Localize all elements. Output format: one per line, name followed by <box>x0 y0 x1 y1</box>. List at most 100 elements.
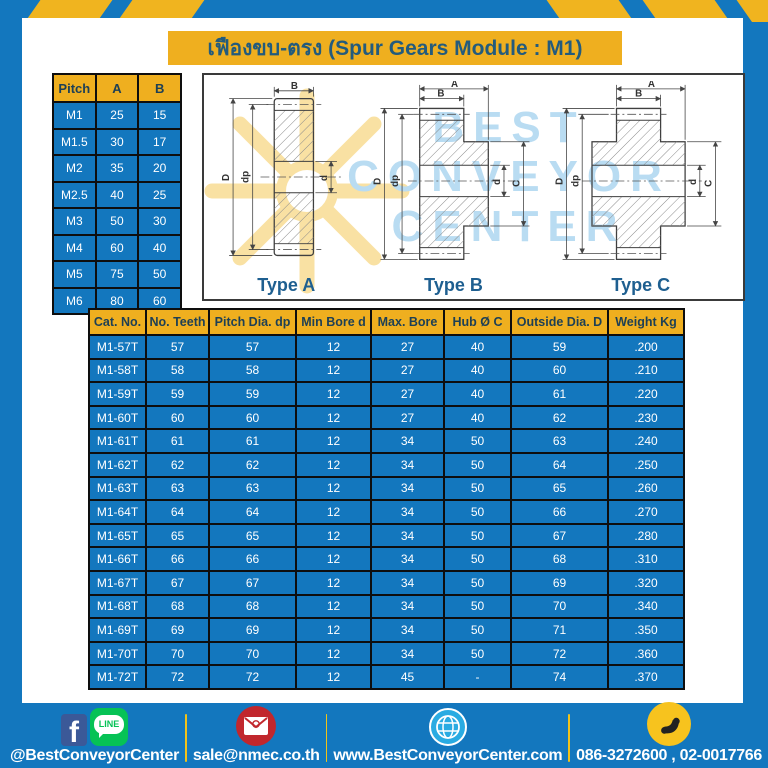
table-cell: M1-69T <box>88 617 147 643</box>
table-cell: 34 <box>370 475 445 502</box>
table-cell: 60 <box>510 357 609 384</box>
table-cell: 34 <box>370 451 445 478</box>
table-cell: 12 <box>295 381 372 407</box>
content-sheet: เฟืองขบ-ตรง (Spur Gears Module : M1) Pit… <box>22 18 745 703</box>
table-cell: 60 <box>208 404 297 431</box>
table-cell: 62 <box>145 451 210 478</box>
table-cell: .340 <box>607 593 685 620</box>
table-cell: 75 <box>94 260 140 289</box>
table-row: M1-62T 62 62 12 34 50 64.250 <box>88 451 685 478</box>
dim-label-b: B <box>291 81 298 92</box>
table-cell: 65 <box>145 522 210 549</box>
column-header: Weight Kg <box>607 308 685 336</box>
table-row: M1-60T 60 60 12 27 40 62.230 <box>88 404 685 431</box>
table-cell: .280 <box>607 522 685 549</box>
table-cell: M1-62T <box>88 451 147 478</box>
table-cell: M2 <box>52 154 97 183</box>
social-group: f LINE @BestConveyorCenter <box>10 707 179 768</box>
table-cell: 63 <box>145 475 210 502</box>
table-cell: 64 <box>510 451 609 478</box>
table-cell: 12 <box>295 475 372 502</box>
table-cell: 50 <box>443 640 512 667</box>
table-cell: 27 <box>370 334 445 360</box>
table-cell: 30 <box>94 127 140 156</box>
header-row: Pitch A B <box>52 73 182 103</box>
table-cell: 63 <box>510 428 609 454</box>
table-cell: M1-67T <box>88 569 147 596</box>
table-row: M1-66T 66 66 12 34 50 68.310 <box>88 546 685 572</box>
dim-label-D: D <box>554 178 565 185</box>
table-cell: 70 <box>208 640 297 667</box>
globe-icon <box>428 708 467 746</box>
table-cell: 12 <box>295 640 372 667</box>
table-cell: M1-59T <box>88 381 147 407</box>
table-cell: 12 <box>295 569 372 596</box>
table-cell: 69 <box>510 569 609 596</box>
table-cell: 34 <box>370 428 445 454</box>
column-header: A <box>94 73 140 103</box>
table-row: M1-65T 65 65 12 34 50 67.280 <box>88 522 685 549</box>
table-cell: .350 <box>607 617 685 643</box>
dim-label-C: C <box>511 180 522 187</box>
table-cell: .320 <box>607 569 685 596</box>
line-icon: LINE <box>90 708 129 746</box>
column-header: Cat. No. <box>88 308 147 336</box>
table-cell: 34 <box>370 617 445 643</box>
table-cell: 68 <box>208 593 297 620</box>
table-cell: 34 <box>370 499 445 525</box>
table-cell: 50 <box>443 499 512 525</box>
table-cell: 25 <box>137 180 182 209</box>
table-cell: 62 <box>510 404 609 431</box>
table-cell: 40 <box>443 357 512 384</box>
table-cell: 50 <box>94 207 140 236</box>
table-cell: M3 <box>52 207 97 236</box>
column-header: Pitch Dia. dp <box>208 308 297 336</box>
table-cell: M1-65T <box>88 522 147 549</box>
table-cell: .250 <box>607 451 685 478</box>
website-text: www.BestConveyorCenter.com <box>333 747 563 764</box>
table-cell: 12 <box>295 593 372 620</box>
table-cell: 50 <box>443 522 512 549</box>
gear-diagram-type-a: B D dp d <box>216 81 356 296</box>
table-cell: M1 <box>52 101 97 130</box>
table-cell: 40 <box>443 404 512 431</box>
table-cell: 15 <box>137 101 182 130</box>
table-cell: .210 <box>607 357 685 384</box>
table-cell: 25 <box>94 101 140 130</box>
pitch-table: Pitch A B M1 25 15 M1.5 30 17 M2 35 20 M2.5 40 25 M3 50 3… <box>52 73 182 315</box>
column-header: Pitch <box>52 73 97 103</box>
table-cell: 60 <box>145 404 210 431</box>
phone-group: 086-3272600 , 02-0017766 <box>576 702 762 768</box>
table-cell: .240 <box>607 428 685 454</box>
table-cell: M1-68T <box>88 593 147 620</box>
footer-contact-bar: f LINE @BestConveyorCenter sale@nmec.co.… <box>0 702 768 768</box>
table-cell: 63 <box>208 475 297 502</box>
table-cell: 65 <box>208 522 297 549</box>
table-cell: 12 <box>295 499 372 525</box>
table-cell: 50 <box>443 451 512 478</box>
table-row: M2.5 40 25 <box>52 180 182 209</box>
column-header: Min Bore d <box>295 308 372 336</box>
table-cell: M2.5 <box>52 180 97 209</box>
table-row: M1 25 15 <box>52 101 182 130</box>
table-cell: 40 <box>94 180 140 209</box>
table-cell: 59 <box>145 381 210 407</box>
table-row: M1-67T 67 67 12 34 50 69.320 <box>88 569 685 596</box>
table-row: M1-61T 61 61 12 34 50 63.240 <box>88 428 685 454</box>
facebook-icon: f <box>61 714 88 746</box>
table-cell: 66 <box>510 499 609 525</box>
table-cell: 67 <box>145 569 210 596</box>
phone-icon <box>647 702 692 746</box>
table-cell: 40 <box>443 381 512 407</box>
table-cell: 12 <box>295 334 372 360</box>
table-row: M1-57T 57 57 12 27 40 59.200 <box>88 334 685 360</box>
dim-label-dp: dp <box>570 175 581 187</box>
table-cell: 66 <box>145 546 210 572</box>
table-row: M1-64T 64 64 12 34 50 66.270 <box>88 499 685 525</box>
table-cell: 50 <box>443 546 512 572</box>
dim-label-b: B <box>635 89 642 100</box>
table-row: M3 50 30 <box>52 207 182 236</box>
table-cell: 58 <box>208 357 297 384</box>
table-cell: .370 <box>607 664 685 690</box>
